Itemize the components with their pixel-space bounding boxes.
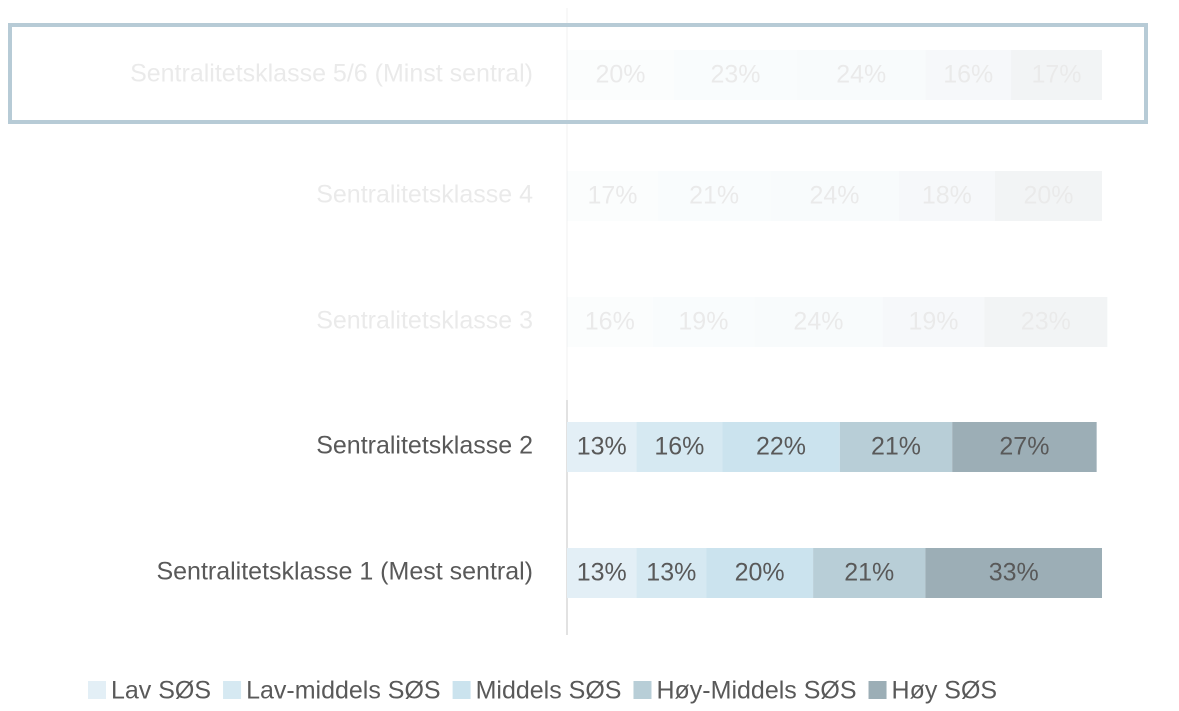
bar-segment	[813, 548, 926, 598]
bar-segment	[652, 297, 755, 347]
value-label: 24%	[793, 308, 843, 336]
value-label: 24%	[836, 61, 886, 89]
bar-segment	[952, 422, 1097, 472]
value-label: 19%	[908, 308, 958, 336]
legend-swatch	[88, 681, 106, 699]
bar-segment	[674, 50, 798, 100]
value-label: 13%	[646, 559, 696, 587]
bar-segment	[995, 171, 1102, 221]
bar-segment	[898, 171, 995, 221]
category-label: Sentralitetsklasse 2	[316, 432, 533, 460]
bar-segment	[882, 297, 985, 347]
bar-segment	[657, 171, 771, 221]
bar-row: Sentralitetsklasse 3 16% 19% 24% 19% 23%	[316, 297, 1108, 347]
legend-label: Høy SØS	[892, 677, 998, 705]
value-label: 21%	[871, 433, 921, 461]
bar-row: Sentralitetsklasse 1 (Mest sentral) 13% 13…	[156, 548, 1102, 598]
value-label: 21%	[689, 182, 739, 210]
bar-row: Sentralitetsklasse 5/6 (Minst sentral) 20…	[130, 50, 1102, 100]
value-label: 13%	[577, 433, 627, 461]
legend-swatch	[223, 681, 242, 699]
highlight-frame	[8, 23, 1148, 124]
bar-segment	[797, 50, 926, 100]
legend-label: Lav-middels SØS	[246, 677, 441, 705]
value-label: 18%	[922, 182, 972, 210]
value-label: 16%	[654, 433, 704, 461]
bar-segment	[636, 548, 707, 598]
category-label: Sentralitetsklasse 5/6 (Minst sentral)	[130, 60, 533, 88]
bar-segment	[925, 50, 1012, 100]
bar-segment	[754, 297, 883, 347]
value-label: 19%	[678, 308, 728, 336]
value-label: 20%	[735, 559, 785, 587]
bar-segment	[567, 171, 658, 221]
bar-segment	[722, 422, 840, 472]
legend-swatch	[633, 681, 652, 699]
value-label: 13%	[577, 559, 627, 587]
legend-label: Høy-Middels SØS	[656, 677, 856, 705]
category-label: Sentralitetsklasse 4	[316, 181, 533, 209]
bar-segment	[636, 422, 723, 472]
bar-segment	[567, 50, 674, 100]
value-label: 21%	[844, 559, 894, 587]
value-label: 16%	[943, 61, 993, 89]
value-label: 20%	[1023, 182, 1073, 210]
value-label: 23%	[711, 61, 761, 89]
legend-swatch	[452, 681, 471, 699]
bar-row: Sentralitetsklasse 2 13% 16% 22% 21% 27%	[316, 422, 1097, 472]
value-label: 16%	[585, 308, 635, 336]
bar-segment	[770, 171, 899, 221]
value-label: 17%	[587, 182, 637, 210]
value-label: 33%	[989, 559, 1039, 587]
value-label: 17%	[1032, 61, 1082, 89]
category-label: Sentralitetsklasse 3	[316, 307, 533, 335]
value-label: 20%	[595, 61, 645, 89]
bar-segment	[567, 297, 653, 347]
value-label: 23%	[1021, 308, 1071, 336]
legend-label: Lav SØS	[111, 677, 211, 705]
legend-label: Middels SØS	[476, 677, 622, 705]
bar-segment	[839, 422, 953, 472]
bar-segment	[567, 548, 637, 598]
bar-segment	[567, 422, 637, 472]
bar-segment	[1011, 50, 1102, 100]
bar-segment	[925, 548, 1102, 598]
category-label: Sentralitetsklasse 1 (Mest sentral)	[156, 558, 533, 586]
legend-swatch	[868, 681, 887, 699]
value-label: 24%	[809, 182, 859, 210]
value-label: 22%	[756, 433, 806, 461]
bar-segment	[706, 548, 814, 598]
value-label: 27%	[999, 433, 1049, 461]
bar-segment	[984, 297, 1108, 347]
bar-row: Sentralitetsklasse 4 17% 21% 24% 18% 20%	[316, 171, 1102, 221]
